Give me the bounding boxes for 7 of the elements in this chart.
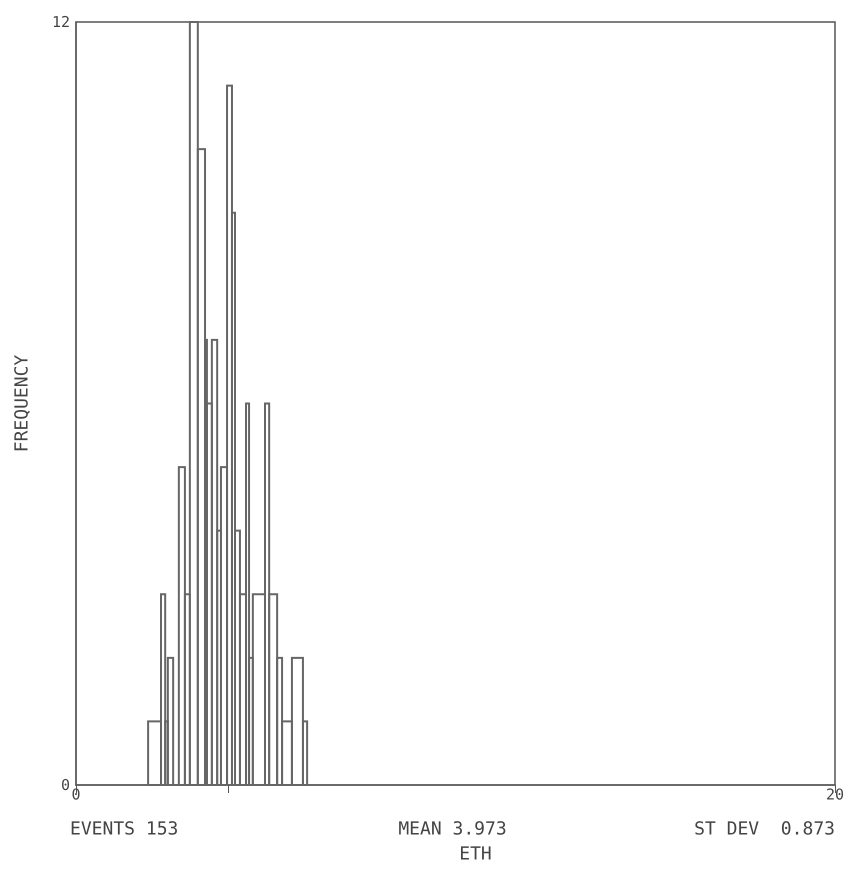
text: MEAN 3.973 bbox=[398, 818, 507, 840]
x-tick-label: 20 bbox=[826, 786, 844, 804]
y-tick-label: 12 bbox=[52, 13, 70, 31]
y-axis-title: FREQUENCY bbox=[12, 354, 32, 452]
x-axis-title: ETH bbox=[459, 844, 492, 864]
text: EVENTS 153 bbox=[70, 818, 178, 840]
text: ST DEV 0.873 bbox=[694, 818, 835, 840]
